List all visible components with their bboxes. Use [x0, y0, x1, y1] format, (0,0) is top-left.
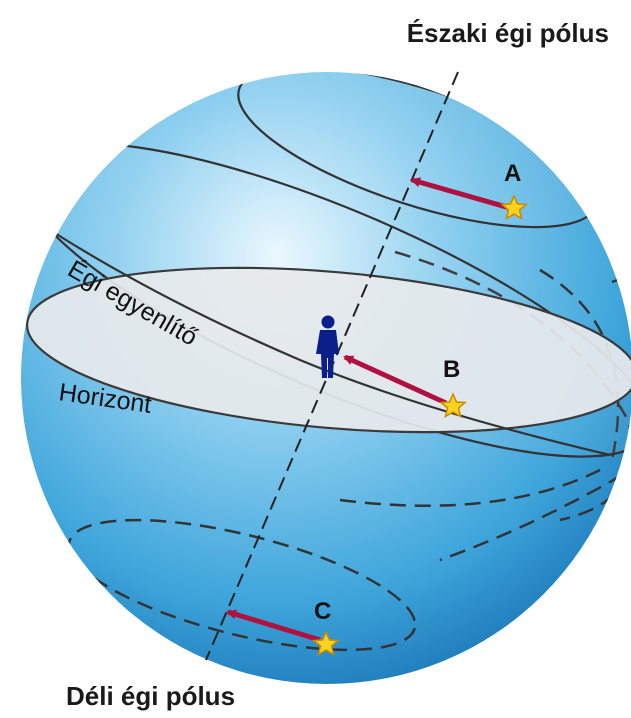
star-label-a: A — [504, 160, 521, 187]
star-b: B — [439, 356, 467, 419]
star-label-c: C — [314, 598, 331, 625]
motion-arrow-a — [410, 177, 511, 211]
celestial-equator-front-arc — [49, 229, 611, 457]
north-pole-label: Északi égi pólus — [406, 18, 609, 48]
star-label-b: B — [443, 356, 460, 383]
star-icon — [312, 630, 340, 657]
star-icon — [500, 194, 528, 221]
star-a: A — [500, 160, 528, 221]
motion-arrow-c — [226, 609, 321, 643]
south-pole-label: Déli égi pólus — [66, 681, 236, 711]
star-c: C — [312, 598, 340, 657]
star-icon — [439, 392, 467, 419]
motion-arrow-b — [343, 354, 448, 406]
person-icon — [316, 315, 339, 378]
orbit-circle-c — [67, 518, 417, 652]
